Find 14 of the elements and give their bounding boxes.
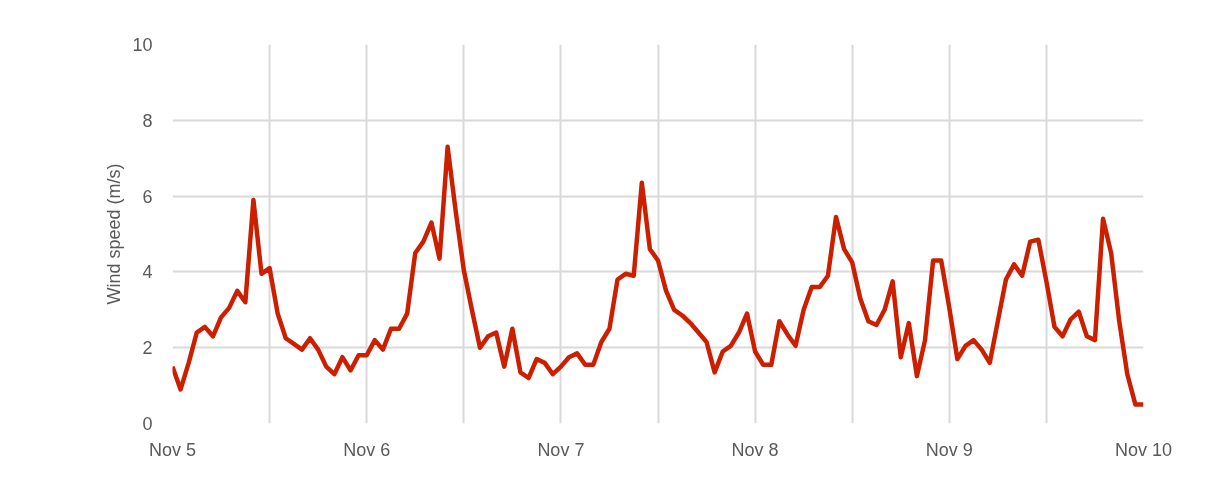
x-tick-label: Nov 10 (1114, 439, 1173, 460)
x-tick-label: Nov 6 (343, 439, 391, 460)
line-series (172, 144, 1144, 407)
y-tick-label: 10 (132, 35, 153, 55)
y-tick-label: 4 (142, 262, 153, 283)
x-tick-label: Nov 9 (925, 439, 973, 460)
y-tick-label: 6 (142, 186, 153, 207)
y-tick-label: 2 (142, 338, 153, 359)
x-tick-label: Nov 5 (148, 439, 197, 460)
y-axis-title: Wind speed (m/s) (104, 163, 125, 305)
x-tick-label: Nov 8 (731, 439, 779, 460)
x-tick-label: Nov 7 (537, 439, 585, 460)
y-tick-label: 8 (142, 110, 153, 131)
y-tick-label: 0 (142, 414, 153, 434)
